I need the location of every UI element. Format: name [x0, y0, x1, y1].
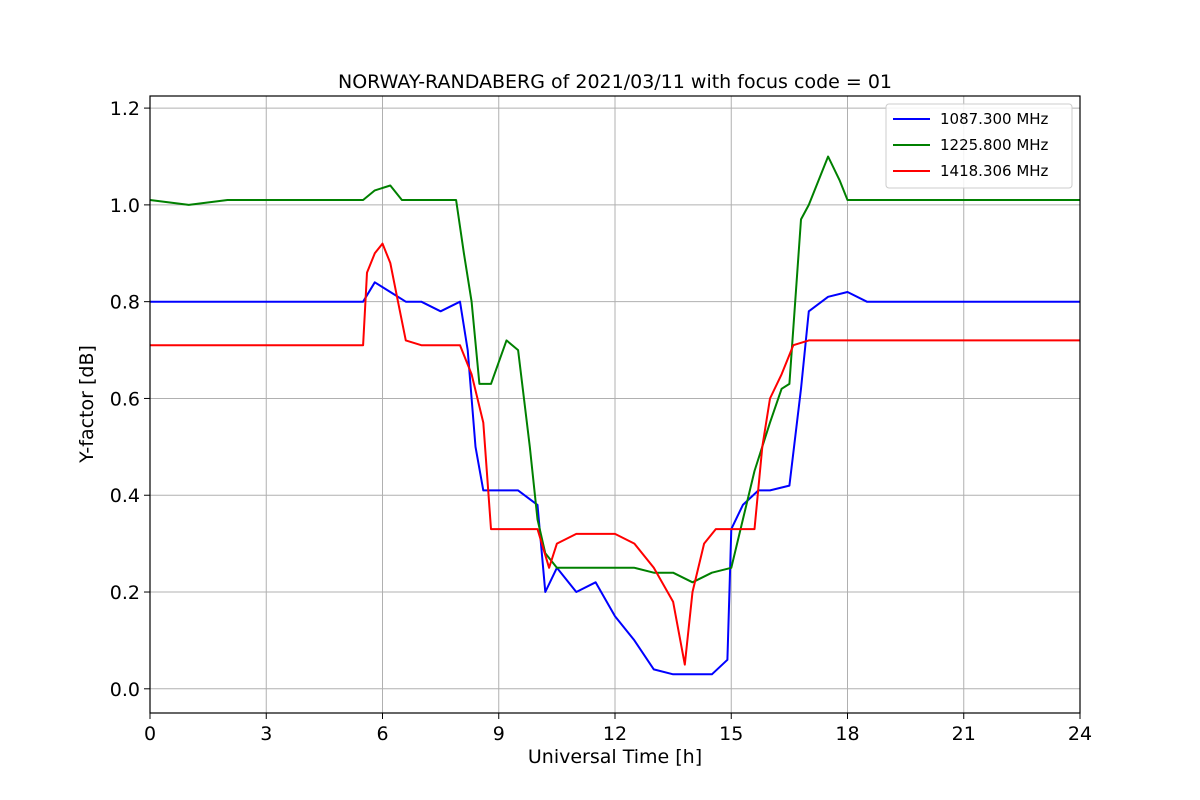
legend-label-2: 1225.800 MHz: [940, 136, 1049, 154]
x-tick-label: 0: [144, 723, 156, 745]
legend: 1087.300 MHz 1225.800 MHz 1418.306 MHz: [885, 103, 1073, 189]
chart-title: NORWAY-RANDABERG of 2021/03/11 with focu…: [338, 71, 892, 93]
x-tick-label: 6: [376, 723, 388, 745]
legend-box: [885, 103, 1073, 189]
x-axis-label: Universal Time [h]: [528, 746, 702, 768]
x-tick-label: 3: [260, 723, 272, 745]
y-tick-label: 0.6: [110, 388, 140, 410]
y-axis-label: Y-factor [dB]: [76, 345, 98, 464]
series-line-3: [150, 242, 1080, 666]
series-layer: [149, 155, 1080, 676]
y-tick-label: 1.2: [110, 98, 140, 120]
y-tick-label: 0.4: [110, 485, 140, 507]
x-tick-label: 24: [1068, 723, 1092, 745]
series-line-1: [150, 281, 1080, 676]
ticks: 0 3 6 9 12 15 18 21 24 0.0 0.2 0.4 0.6 0.8 1.0 1.2: [110, 98, 1092, 745]
legend-label-3: 1418.306 MHz: [940, 162, 1049, 180]
x-tick-label: 15: [719, 723, 743, 745]
y-tick-label: 0.0: [110, 679, 140, 701]
series-line-2: [149, 155, 1080, 584]
y-tick-label: 1.0: [110, 195, 140, 217]
x-tick-label: 21: [952, 723, 976, 745]
x-tick-label: 12: [603, 723, 627, 745]
y-tick-label: 0.8: [110, 292, 140, 314]
y-tick-label: 0.2: [110, 582, 140, 604]
legend-label-1: 1087.300 MHz: [940, 110, 1049, 128]
x-tick-label: 9: [493, 723, 505, 745]
x-tick-label: 18: [835, 723, 859, 745]
